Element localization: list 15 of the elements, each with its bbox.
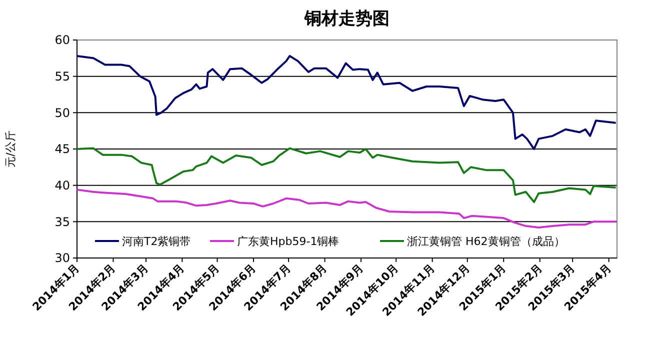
y-tick-label: 50 bbox=[54, 106, 70, 120]
y-tick-label: 60 bbox=[54, 33, 70, 48]
legend-label: 河南T2紫铜带 bbox=[122, 234, 191, 248]
y-tick-label: 35 bbox=[54, 214, 70, 229]
y-axis-title: 元/公斤 bbox=[4, 130, 17, 168]
line-series bbox=[76, 147, 617, 204]
line-series bbox=[76, 54, 617, 150]
legend-label: 浙江黄铜管 H62黄铜管（成品） bbox=[407, 234, 565, 248]
chart-title: 铜材走势图 bbox=[304, 9, 390, 29]
y-tick-label: 40 bbox=[54, 178, 70, 193]
y-tick-label: 30 bbox=[54, 251, 70, 266]
line-series bbox=[76, 188, 617, 228]
y-tick-label: 55 bbox=[54, 70, 70, 84]
y-tick-label: 45 bbox=[54, 142, 70, 156]
legend-label: 广东黄Hpb59-1铜棒 bbox=[237, 234, 340, 248]
